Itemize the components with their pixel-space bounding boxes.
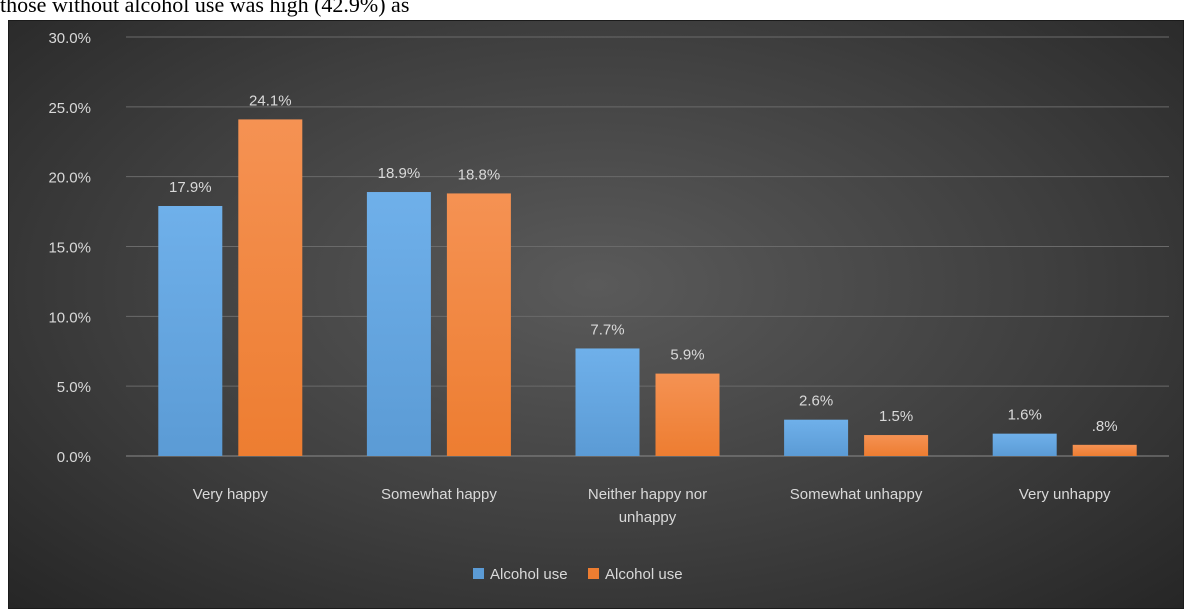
- data-label: 2.6%: [799, 393, 833, 410]
- data-label: 24.1%: [249, 92, 292, 109]
- y-tick-label: 15.0%: [48, 240, 91, 257]
- data-label: 18.9%: [378, 165, 421, 182]
- x-category-label: Very unhappy: [1019, 486, 1111, 503]
- data-label: 5.9%: [670, 347, 704, 364]
- data-label: 1.5%: [879, 408, 913, 425]
- bar-series-2: [655, 373, 720, 456]
- data-label: .8%: [1092, 418, 1118, 435]
- bar-series-1: [366, 192, 431, 456]
- x-category-label: unhappy: [619, 509, 677, 526]
- x-category-label: Very happy: [193, 486, 269, 503]
- y-tick-label: 5.0%: [57, 379, 91, 396]
- legend-label: Alcohol use: [605, 566, 683, 583]
- y-tick-label: 25.0%: [48, 100, 91, 117]
- y-tick-label: 0.0%: [57, 449, 91, 466]
- bar-series-2: [864, 435, 929, 456]
- x-category-label: Neither happy nor: [588, 486, 707, 503]
- chart-frame: 0.0% 5.0% 10.0% 15.0% 20.0% 25.0% 30.0% 17.9% 24…: [8, 20, 1184, 609]
- legend-swatch: [588, 568, 599, 579]
- x-category-label: Somewhat unhappy: [790, 486, 923, 503]
- bar-series-1: [784, 419, 849, 456]
- data-label: 17.9%: [169, 179, 212, 196]
- data-label: 7.7%: [590, 321, 624, 338]
- x-category-label: Somewhat happy: [381, 486, 497, 503]
- y-tick-label: 20.0%: [48, 170, 91, 187]
- bar-series-1: [575, 348, 640, 456]
- document-text-line: those without alcohol use was high (42.9…: [0, 0, 410, 17]
- y-tick-label: 10.0%: [48, 309, 91, 326]
- legend-label: Alcohol use: [490, 566, 568, 583]
- bar-series-2: [238, 119, 303, 457]
- legend-swatch: [473, 568, 484, 579]
- bar-series-1: [992, 433, 1057, 456]
- y-tick-label: 30.0%: [48, 30, 91, 47]
- data-label: 1.6%: [1008, 407, 1042, 424]
- bar-series-2: [446, 193, 511, 456]
- bar-series-1: [158, 205, 223, 456]
- bar-series-2: [1072, 444, 1137, 456]
- bar-chart: 0.0% 5.0% 10.0% 15.0% 20.0% 25.0% 30.0% 17.9% 24…: [48, 30, 1169, 583]
- data-label: 18.8%: [458, 166, 501, 183]
